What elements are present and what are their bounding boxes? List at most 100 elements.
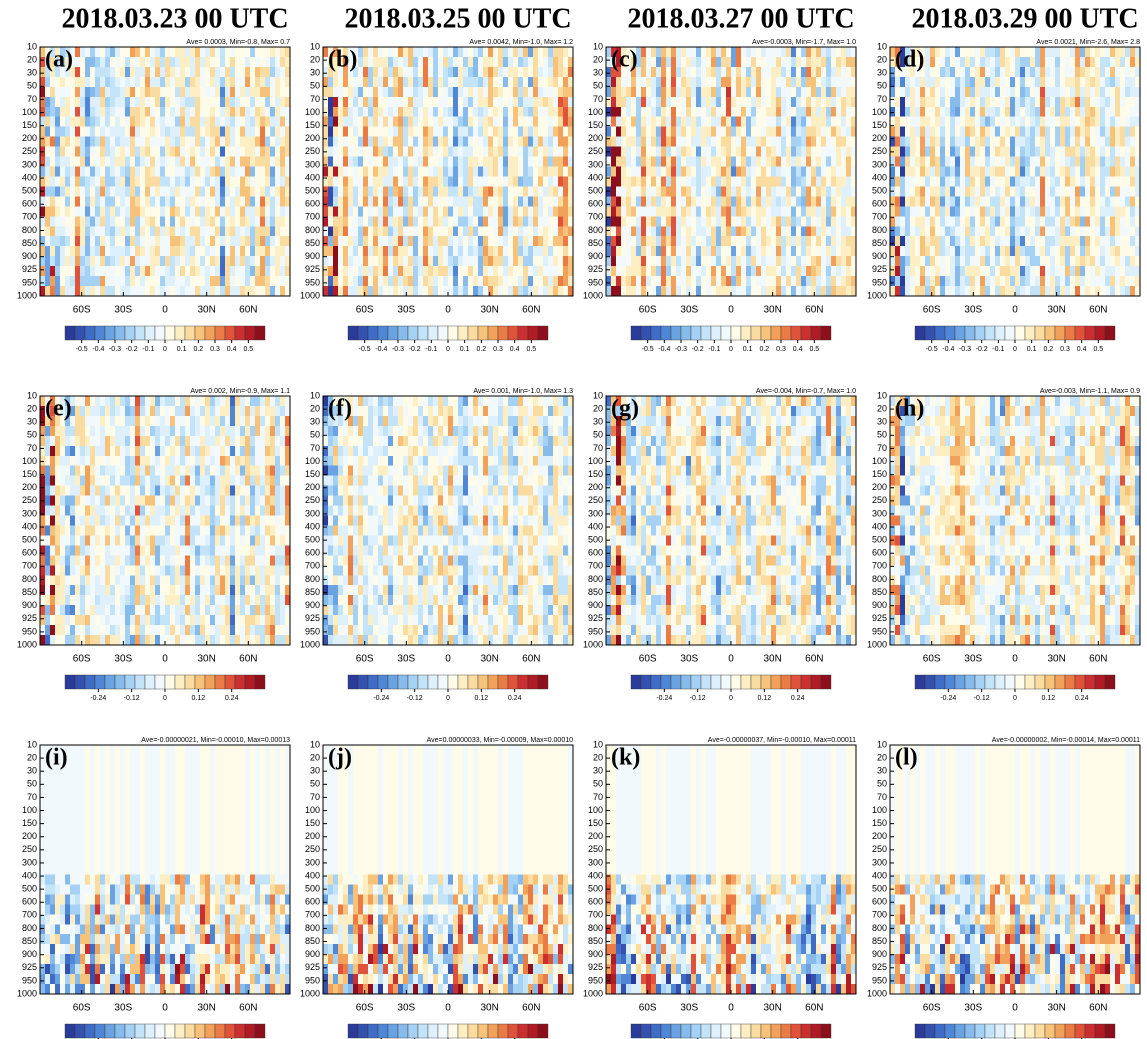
field-cell xyxy=(831,47,837,58)
field-cell xyxy=(716,116,722,128)
field-cell xyxy=(950,216,956,227)
field-cell xyxy=(691,47,697,58)
field-cell xyxy=(125,206,131,217)
field-cell xyxy=(1070,206,1076,217)
field-cell xyxy=(343,146,349,157)
field-cell xyxy=(205,86,211,98)
field-cell xyxy=(741,276,747,287)
field-cell xyxy=(995,166,1001,177)
field-cell xyxy=(215,66,221,78)
field-cell xyxy=(841,196,847,207)
field-cell xyxy=(543,216,549,227)
field-cell xyxy=(130,96,136,108)
field-cell xyxy=(220,86,226,98)
field-cell xyxy=(543,196,549,207)
field-cell xyxy=(731,136,737,147)
field-cell xyxy=(175,256,181,267)
field-cell xyxy=(641,206,647,217)
field-cell xyxy=(383,176,389,187)
field-cell xyxy=(70,116,76,128)
field-cell xyxy=(811,276,817,287)
field-cell xyxy=(646,156,652,167)
field-cell xyxy=(721,246,727,257)
field-cell xyxy=(170,236,176,247)
field-cell xyxy=(611,246,617,257)
field-cell xyxy=(130,276,136,287)
field-cell xyxy=(130,216,136,227)
field-cell xyxy=(905,86,911,98)
field-cell xyxy=(816,196,822,207)
field-cell xyxy=(538,236,544,247)
field-cell xyxy=(458,176,464,187)
field-cell xyxy=(50,286,56,297)
field-cell xyxy=(468,256,474,267)
field-cell xyxy=(160,286,166,297)
field-cell xyxy=(741,116,747,128)
field-cell xyxy=(925,146,931,157)
field-cell xyxy=(538,176,544,187)
field-cell xyxy=(563,206,569,217)
field-cell xyxy=(363,176,369,187)
field-cell xyxy=(920,106,926,118)
field-cell xyxy=(1115,96,1121,108)
field-cell xyxy=(413,236,419,247)
field-cell xyxy=(40,286,46,297)
field-cell xyxy=(781,196,787,207)
field-cell xyxy=(621,156,627,167)
field-cell xyxy=(225,76,231,88)
field-cell xyxy=(796,276,802,287)
field-cell xyxy=(518,166,524,177)
field-cell xyxy=(453,56,459,68)
field-cell xyxy=(915,136,921,147)
field-cell xyxy=(60,216,66,227)
field-cell xyxy=(895,216,901,227)
colorbar-label: -0.5 xyxy=(359,346,371,353)
field-cell xyxy=(543,96,549,108)
field-cell xyxy=(343,126,349,138)
field-cell xyxy=(518,156,524,167)
field-cell xyxy=(478,196,484,207)
field-cell xyxy=(756,196,762,207)
field-cell xyxy=(661,76,667,88)
field-cell xyxy=(205,206,211,217)
field-cell xyxy=(270,196,276,207)
field-cell xyxy=(368,176,374,187)
field-cell xyxy=(811,246,817,257)
field-cell xyxy=(488,276,494,287)
field-cell xyxy=(1075,146,1081,157)
field-cell xyxy=(140,156,146,167)
field-cell xyxy=(235,96,241,108)
field-cell xyxy=(548,196,554,207)
field-cell xyxy=(478,86,484,98)
field-cell xyxy=(230,96,236,108)
field-cell xyxy=(548,216,554,227)
field-cell xyxy=(1105,86,1111,98)
field-cell xyxy=(463,136,469,147)
field-cell xyxy=(930,226,936,237)
y-tick-label: 50 xyxy=(310,81,320,91)
field-cell xyxy=(508,106,514,118)
field-cell xyxy=(1135,136,1141,147)
field-cell xyxy=(368,246,374,257)
field-cell xyxy=(373,266,379,277)
field-cell xyxy=(378,276,384,287)
field-cell xyxy=(50,66,56,78)
field-cell xyxy=(801,216,807,227)
field-cell xyxy=(1110,206,1116,217)
field-cell xyxy=(1005,86,1011,98)
field-cell xyxy=(438,216,444,227)
field-cell xyxy=(925,47,931,58)
field-cell xyxy=(611,156,617,167)
field-cell xyxy=(1000,66,1006,78)
field-cell xyxy=(120,86,126,98)
field-cell xyxy=(811,56,817,68)
field-cell xyxy=(523,47,529,58)
field-cell xyxy=(65,56,71,68)
field-cell xyxy=(205,166,211,177)
field-cell xyxy=(215,106,221,118)
field-cell xyxy=(200,276,206,287)
field-cell xyxy=(626,166,632,177)
field-cell xyxy=(661,146,667,157)
field-cell xyxy=(811,186,817,197)
field-cell xyxy=(413,216,419,227)
